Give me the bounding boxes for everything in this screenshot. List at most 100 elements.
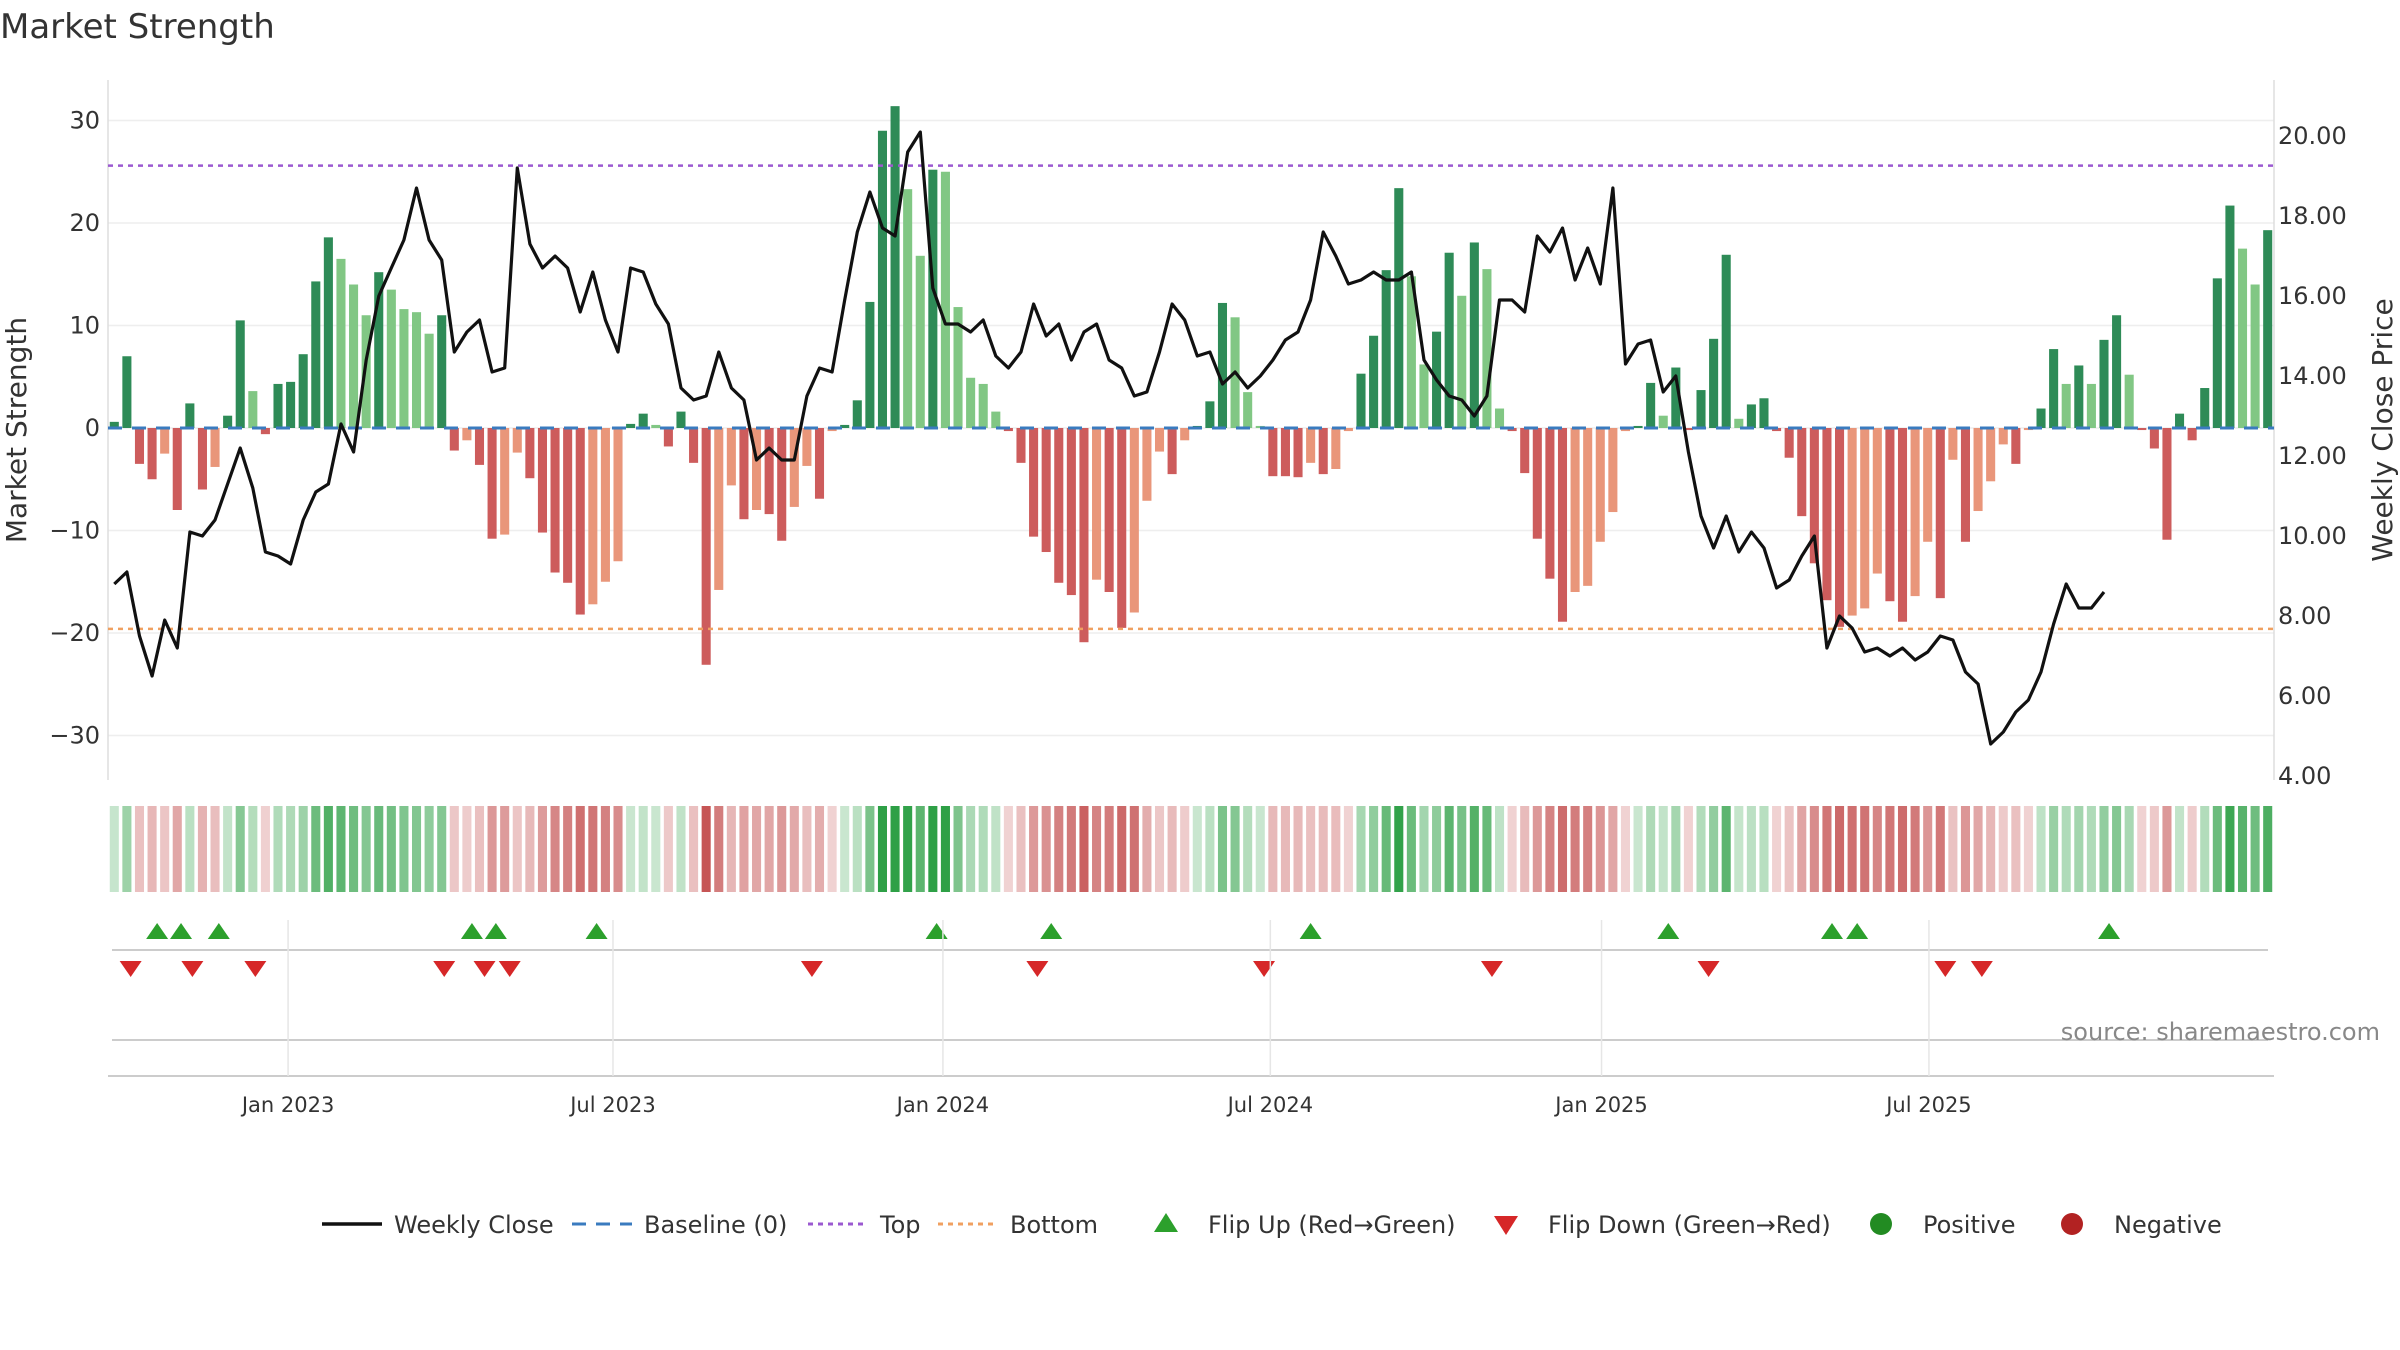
heat-cell [500,806,510,892]
heat-cell [2011,806,2021,892]
heat-cell [172,806,182,892]
strength-bar [537,428,547,533]
strength-bar [1923,428,1933,542]
heat-cell [714,806,724,892]
heat-cell [877,806,888,892]
strength-bar [1608,428,1618,513]
strength-bar [2112,315,2122,428]
heat-cell [1734,806,1744,892]
strength-bar [2200,388,2210,428]
heat-cell [840,806,850,892]
strength-bar [1016,428,1026,463]
y-ticks-left: 30 20 10 0 −10 −20 −30 [49,107,100,750]
strength-bars [109,106,2273,665]
heat-cell [2086,806,2096,892]
strength-bar [1784,428,1794,458]
flip-down-marker [1026,961,1049,977]
heat-cell [1721,806,1731,892]
strength-bar [865,301,875,428]
heat-cell [537,806,547,892]
flip-up-marker [925,923,948,939]
strength-bar [2237,248,2248,428]
heat-cell [323,806,333,892]
source-credit: source: sharemaestro.com [2061,1018,2380,1046]
heat-cell [1167,806,1177,892]
heat-cell [160,806,170,892]
heat-cell [1520,806,1530,892]
strength-bar [197,428,207,490]
strength-bar [1797,428,1807,517]
heat-cell [2049,806,2059,892]
strength-bar [726,428,736,486]
strength-bar [1696,390,1706,428]
strength-bar [323,237,333,428]
heat-cell [449,806,459,892]
y-tick-right-label: 12.00 [2278,442,2347,470]
heat-cell [1658,806,1668,892]
y-tick-left-label: −20 [49,619,100,647]
strength-bar [2225,205,2235,428]
heat-cell [386,806,396,892]
flip-markers [108,923,2274,1077]
strength-heat-strip [109,806,2273,892]
strength-bar [1620,428,1630,432]
strength-bar [2250,284,2260,428]
heat-cell [726,806,736,892]
heat-cell [814,806,825,892]
strength-bar [2124,374,2134,428]
flip-down-marker [498,961,521,977]
heat-cell [1003,806,1013,892]
heat-cell [1822,806,1832,892]
heat-cell [1872,806,1882,892]
flip-down-marker [119,961,142,977]
heat-cell [1129,806,1139,892]
strength-bar [1860,428,1870,609]
heat-cell [1432,806,1442,892]
heat-cell [1394,806,1404,892]
heat-cell [789,806,799,892]
heat-cell [411,806,422,892]
strength-bar [752,428,762,510]
heat-cell [1230,806,1240,892]
heat-cell [550,806,560,892]
heat-cell [1318,806,1328,892]
heat-cell [2074,806,2084,892]
strength-bar [349,284,359,428]
strength-bar [462,428,472,441]
strength-bar [223,415,233,428]
heat-cell [928,806,938,892]
flip-down-marker [1934,961,1957,977]
heat-cell [1696,806,1706,892]
strength-bar [1835,428,1845,627]
heat-cell [2187,806,2197,892]
heat-cell [298,806,308,892]
strength-bar [248,391,258,428]
heat-cell [1192,806,1202,892]
strength-bar [1507,428,1517,432]
heat-cell [1205,806,1215,892]
heat-cell [1406,806,1416,892]
flip-down-marker [800,961,823,977]
strength-bar [1205,401,1215,428]
heat-cell [1142,806,1152,892]
heat-cell [1746,806,1756,892]
heat-cell [991,806,1001,892]
heat-cell [752,806,762,892]
y-tick-left-label: 30 [69,107,100,135]
heat-cell [676,806,686,892]
heat-cell [109,806,119,892]
strength-bar [940,171,950,428]
strength-bar [160,428,170,454]
strength-bar [638,413,648,428]
strength-bar [500,428,510,535]
flip-up-marker [146,923,169,939]
price-line-group [113,130,2106,746]
heat-cell [764,806,774,892]
heat-cell [1923,806,1933,892]
heat-cell [1557,806,1568,892]
strength-bar [1557,428,1568,622]
legend-label: Flip Down (Green→Red) [1548,1211,1831,1239]
heat-cell [1960,806,1971,892]
strength-bar [1318,428,1328,475]
heat-cell [462,806,472,892]
